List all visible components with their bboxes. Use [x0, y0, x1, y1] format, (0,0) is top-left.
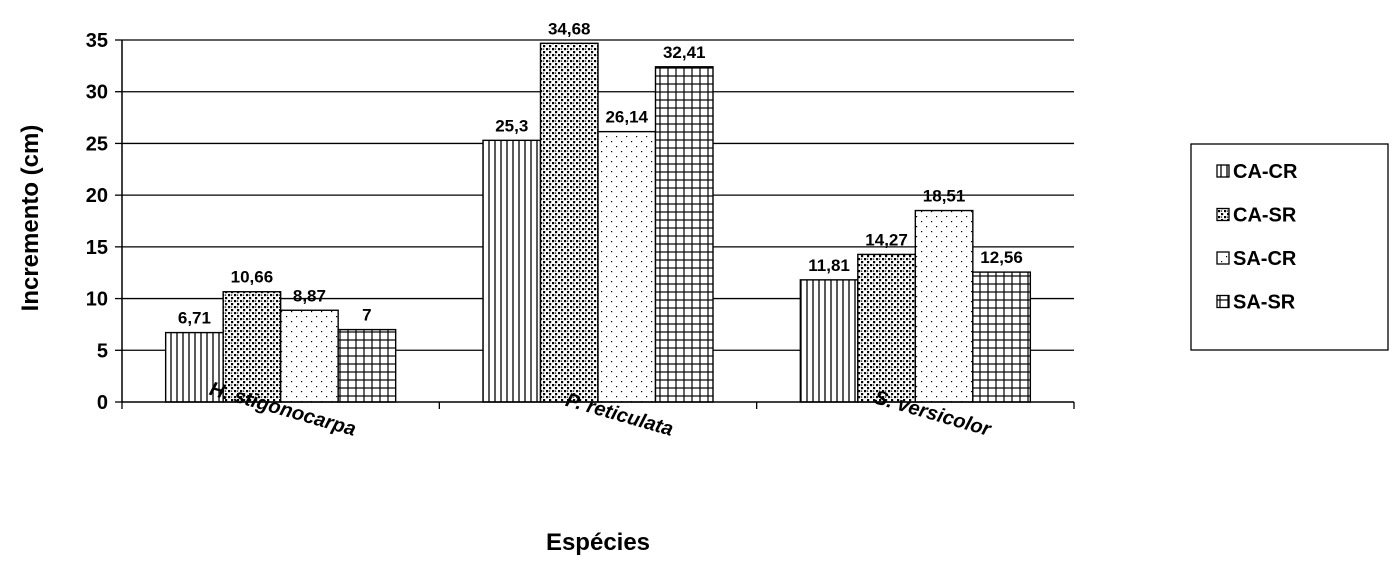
legend: CA-CR CA-SR SA-CR SA-SR: [1190, 143, 1389, 351]
x-axis-title: Espécies: [546, 529, 650, 556]
data-labels: 6,71 10,66 8,87 7 25,3 34,68 26,14 32,41 11,81 14…: [178, 19, 1023, 327]
data-label: 8,87: [293, 286, 326, 305]
data-label: 34,68: [548, 19, 591, 38]
y-tick-label: 30: [86, 82, 108, 104]
data-label: 11,81: [808, 256, 850, 275]
y-tick-label: 0: [97, 392, 108, 414]
y-tick-label: 25: [86, 133, 108, 155]
bar-ca-sr: [857, 253, 917, 403]
legend-label: CA-CR: [1233, 161, 1298, 183]
legend-label: CA-SR: [1233, 205, 1297, 227]
bar-sa-sr: [972, 271, 1032, 403]
data-label: 32,41: [663, 43, 706, 62]
y-tick-label: 20: [86, 185, 108, 207]
legend-swatch: [1216, 294, 1230, 309]
axes: [121, 40, 1075, 409]
bar-ca-cr: [482, 139, 542, 403]
bar-sa-cr: [279, 309, 339, 403]
data-label: 10,66: [231, 268, 274, 287]
bar-sa-cr: [597, 130, 657, 403]
legend-swatch: [1216, 251, 1230, 265]
bar-sa-cr: [914, 209, 974, 403]
bar-ca-cr: [164, 331, 224, 403]
legend-box: [1190, 143, 1389, 351]
bar-sa-sr: [654, 66, 714, 403]
legend-label: SA-SR: [1233, 292, 1296, 314]
bar-ca-sr: [539, 42, 599, 403]
data-label: 26,14: [605, 108, 648, 127]
bars: [164, 42, 1032, 403]
data-label: 18,51: [923, 187, 966, 206]
bar-ca-cr: [799, 279, 859, 403]
data-label: 6,71: [178, 309, 211, 328]
y-tick-label: 35: [86, 30, 108, 52]
legend-label: SA-CR: [1233, 248, 1297, 270]
legend-swatch: [1216, 164, 1230, 178]
data-label: 12,56: [980, 248, 1023, 267]
y-tick-label: 10: [86, 289, 108, 311]
y-tick-label: 5: [97, 340, 108, 362]
data-label: 14,27: [865, 230, 908, 249]
legend-swatch: [1216, 207, 1230, 222]
y-axis-title: Incremento (cm): [17, 125, 44, 312]
data-label: 7: [362, 306, 371, 325]
data-label: 25,3: [495, 116, 528, 135]
y-axis-ticks: 0 5 10 15 20 25 30 35: [86, 30, 122, 414]
y-tick-label: 15: [86, 237, 108, 259]
bar-sa-sr: [337, 328, 397, 403]
